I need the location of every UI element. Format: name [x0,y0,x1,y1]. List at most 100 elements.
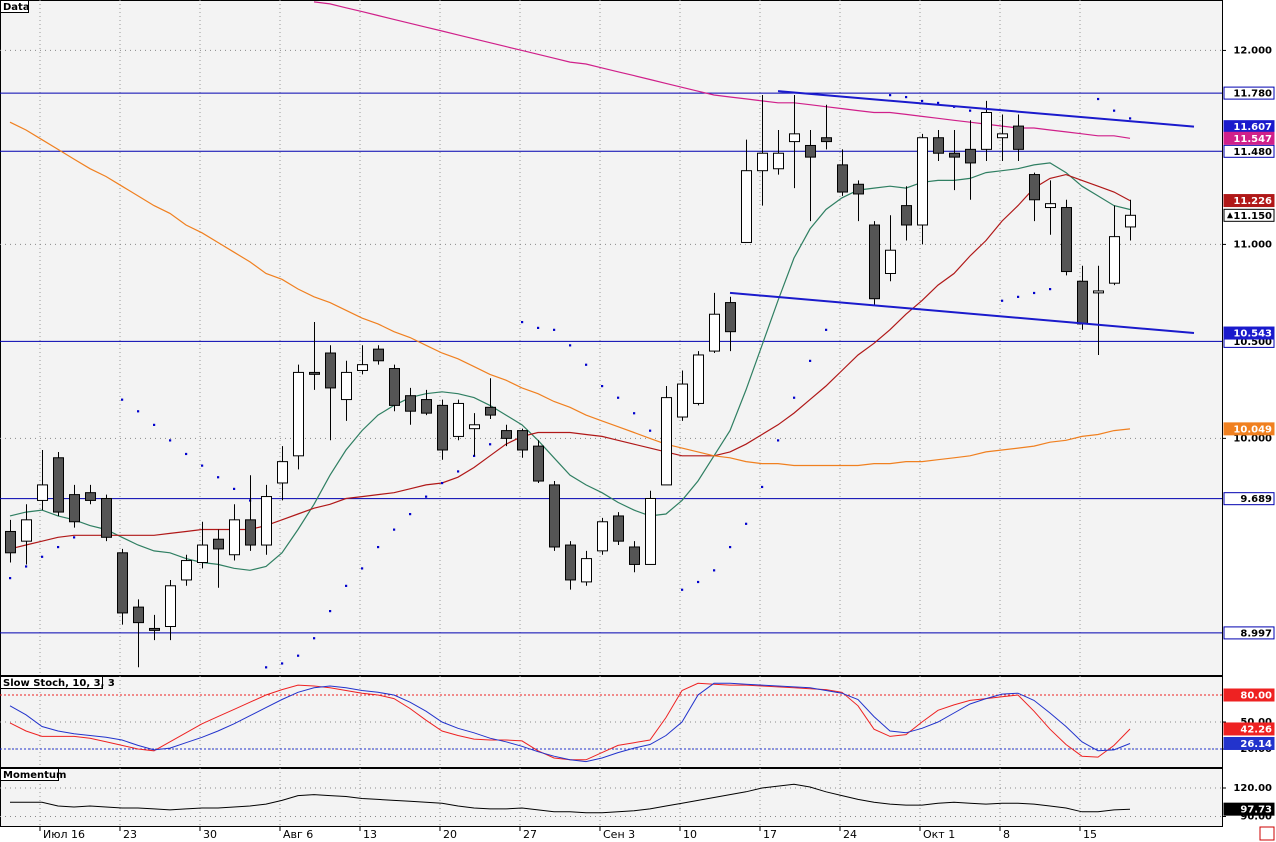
candle-body [933,137,944,154]
panel-title: Data [3,2,30,13]
x-tick-label: 10 [683,828,697,841]
title-box [0,676,103,689]
y-tick-label: 11.000 [1233,239,1272,250]
candle-body [149,627,160,631]
sar-dot [281,662,284,665]
candle-body [741,170,752,243]
candle-body [421,399,432,414]
candle-body [1013,125,1024,150]
indicator-line [9,162,1131,571]
sar-dot [713,569,716,572]
label-box [1223,802,1275,816]
candle-body [293,371,304,457]
sar-dot [297,654,300,657]
sar-dot [233,487,236,490]
candle-body [997,133,1008,139]
candle-body [325,352,336,389]
candle-body [5,530,16,554]
sar-dot [1097,97,1100,101]
sar-dot [169,439,172,442]
label-box [1223,131,1275,145]
sar-dot [441,481,444,485]
sar-dot [425,495,428,498]
sar-dot [201,464,204,467]
last-price-marker [1227,212,1233,219]
sar-dot [1017,295,1020,298]
sar-dot [681,588,684,591]
x-tick-label: Июл 16 [43,828,85,841]
candle-body [309,371,320,375]
indicator-line [9,682,1131,763]
candle-body [773,152,784,170]
sar-dot [553,328,556,331]
indicator-line [313,1,1131,139]
sar-dot [825,328,828,331]
candle-body [501,430,512,439]
sar-dot [217,476,220,479]
panel-title: Momentum [3,770,66,781]
x-tick-label: 27 [523,828,537,841]
candle-body [69,494,80,523]
label-box [1223,86,1275,100]
momentum-panel [0,768,1223,827]
sar-dot [921,99,924,103]
sar-dot [777,439,780,442]
candle-body [549,484,560,548]
candle-body [469,424,480,430]
sar-dot [1129,117,1132,120]
label-box [1223,326,1275,340]
label-box [1223,688,1275,702]
sar-dot [185,452,188,456]
sar-dot [473,454,476,458]
corner-icon[interactable] [1259,826,1275,841]
candle-body [165,585,176,628]
candle-body [1061,207,1072,273]
candle-body [709,313,720,352]
candle-body [805,144,816,158]
sar-dot [889,94,892,97]
axis-value-label: 80.00 [1240,691,1272,702]
sar-dot [409,513,412,516]
sar-dot [1049,288,1052,291]
candle-body [437,404,448,451]
candle-body [949,152,960,158]
sar-dot [57,545,60,549]
axis-value-label: 8.997 [1240,628,1272,639]
candle-body [725,302,736,333]
sar-dot [745,522,748,525]
sar-dot [809,359,812,362]
x-tick-label: 23 [123,828,137,841]
sar-dot [345,584,348,587]
indicator-line [9,121,1131,467]
candle-body [405,395,416,412]
candle-body [1125,214,1136,228]
label-box [1223,626,1275,640]
indicator-line [10,783,1131,814]
candle-body [37,484,48,501]
sar-dot [937,101,940,105]
sar-dot [521,320,524,324]
sar-dot [9,577,12,580]
candle-body [101,497,112,538]
sar-dot [1033,291,1036,295]
candle-body [565,544,576,581]
sar-dot [649,429,652,432]
candle-body [789,133,800,143]
sar-dot [137,410,140,413]
axis-value-label: 10.543 [1233,329,1272,340]
candle-body [1029,174,1040,201]
x-tick-label: 30 [203,828,217,841]
candle-body [261,496,272,546]
label-box [1223,208,1275,222]
candle-body [277,461,288,484]
candle-body [869,224,880,300]
sar-dot [377,545,380,549]
candle-body [917,137,928,226]
axis-value-label: 11.547 [1233,134,1272,145]
x-tick-label: 15 [1083,828,1097,841]
candle-body [245,519,256,546]
sar-dot [697,580,700,584]
candle-body [85,492,96,501]
sar-dot [617,396,620,399]
